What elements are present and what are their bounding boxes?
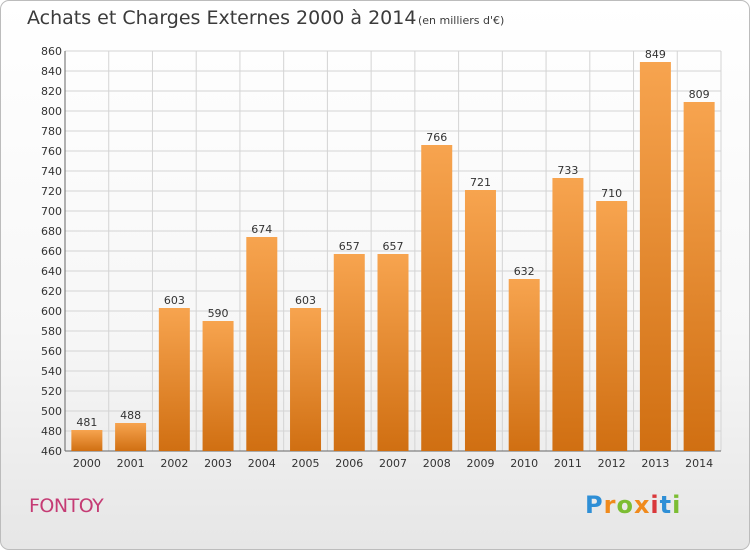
logo-letter: i — [650, 491, 660, 519]
bar — [596, 201, 628, 451]
x-tick-label: 2005 — [292, 457, 320, 470]
bar — [683, 102, 715, 451]
bar — [333, 254, 365, 451]
bar — [246, 237, 278, 451]
logo-letter: P — [585, 491, 604, 519]
y-tick-label: 640 — [41, 265, 62, 278]
bar-value-label: 721 — [470, 176, 491, 189]
y-tick-label: 840 — [41, 65, 62, 78]
x-tick-label: 2012 — [598, 457, 626, 470]
x-tick-label: 2010 — [510, 457, 538, 470]
bar-value-label: 657 — [339, 240, 360, 253]
x-tick-label: 2001 — [117, 457, 145, 470]
bar — [202, 321, 234, 451]
bar-value-label: 657 — [383, 240, 404, 253]
chart-subtitle: (en milliers d'€) — [418, 14, 505, 27]
x-tick-label: 2003 — [204, 457, 232, 470]
x-tick-label: 2004 — [248, 457, 276, 470]
x-tick-label: 2008 — [423, 457, 451, 470]
y-tick-label: 500 — [41, 405, 62, 418]
bar — [158, 308, 190, 451]
y-tick-label: 740 — [41, 165, 62, 178]
bar — [464, 190, 496, 451]
proxiti-logo[interactable]: Proxiti — [585, 491, 681, 519]
bar — [421, 145, 453, 451]
bar-value-label: 710 — [601, 187, 622, 200]
bar-value-label: 632 — [514, 265, 535, 278]
y-tick-label: 460 — [41, 445, 62, 458]
place-name: FONTOY — [29, 495, 104, 517]
y-tick-label: 660 — [41, 245, 62, 258]
bar-value-label: 488 — [120, 409, 141, 422]
bar-value-label: 603 — [295, 294, 316, 307]
logo-letter: o — [616, 491, 634, 519]
bar — [639, 62, 671, 451]
bar — [552, 178, 584, 451]
x-tick-label: 2011 — [554, 457, 582, 470]
y-tick-label: 560 — [41, 345, 62, 358]
bar-value-label: 603 — [164, 294, 185, 307]
logo-letter: x — [633, 491, 651, 519]
chart-title: Achats et Charges Externes 2000 à 2014 — [27, 7, 417, 29]
x-tick-label: 2014 — [685, 457, 713, 470]
y-tick-label: 800 — [41, 105, 62, 118]
bar — [508, 279, 540, 451]
bars — [71, 62, 715, 451]
bar-value-label: 481 — [76, 416, 97, 429]
x-tick-label: 2009 — [466, 457, 494, 470]
bar-value-label: 809 — [689, 88, 710, 101]
x-tick-label: 2000 — [73, 457, 101, 470]
bar — [71, 430, 103, 451]
y-tick-label: 700 — [41, 205, 62, 218]
y-tick-label: 580 — [41, 325, 62, 338]
x-tick-label: 2002 — [160, 457, 188, 470]
bar — [377, 254, 409, 451]
bar — [290, 308, 322, 451]
y-tick-label: 600 — [41, 305, 62, 318]
y-tick-label: 760 — [41, 145, 62, 158]
bar-value-label: 733 — [557, 164, 578, 177]
y-tick-label: 720 — [41, 185, 62, 198]
logo-letter: i — [672, 491, 682, 519]
logo-letter: r — [603, 491, 617, 519]
x-tick-label: 2007 — [379, 457, 407, 470]
y-tick-label: 540 — [41, 365, 62, 378]
y-tick-label: 620 — [41, 285, 62, 298]
bar — [115, 423, 147, 451]
y-tick-label: 780 — [41, 125, 62, 138]
bar-value-label: 590 — [208, 307, 229, 320]
y-tick-label: 520 — [41, 385, 62, 398]
bar-value-label: 766 — [426, 131, 447, 144]
y-tick-label: 860 — [41, 45, 62, 58]
bar-value-label: 849 — [645, 48, 666, 61]
x-tick-label: 2006 — [335, 457, 363, 470]
data-labels: 481 488 603 590 674 603 657 657 766 721 632 733 710 8… — [76, 48, 709, 429]
y-tick-label: 480 — [41, 425, 62, 438]
bar-value-label: 674 — [251, 223, 272, 236]
x-tick-label: 2013 — [641, 457, 669, 470]
y-tick-label: 680 — [41, 225, 62, 238]
y-tick-label: 820 — [41, 85, 62, 98]
logo-letter: t — [659, 491, 673, 519]
